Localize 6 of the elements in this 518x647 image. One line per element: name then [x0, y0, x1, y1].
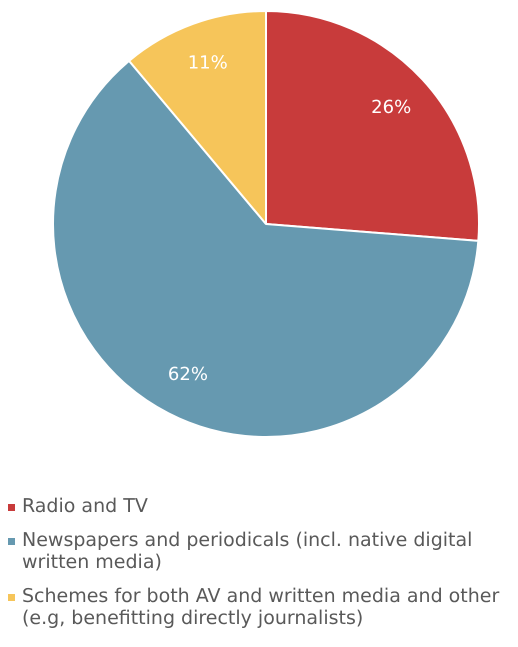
data-label: 11%	[188, 52, 228, 74]
data-label: 26%	[371, 97, 412, 118]
data-label: 62%	[168, 364, 208, 386]
legend-label: Schemes for both AV and written media and other (e.g, benefitting directly journalists)	[22, 585, 500, 629]
legend-label: Radio and TV	[22, 495, 148, 517]
legend-label: Newspapers and periodicals (incl. native digital written media)	[22, 529, 474, 573]
